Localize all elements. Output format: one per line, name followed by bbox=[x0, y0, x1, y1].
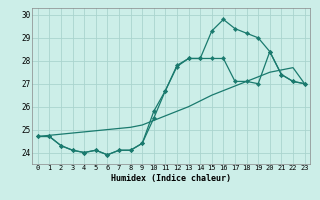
X-axis label: Humidex (Indice chaleur): Humidex (Indice chaleur) bbox=[111, 174, 231, 183]
